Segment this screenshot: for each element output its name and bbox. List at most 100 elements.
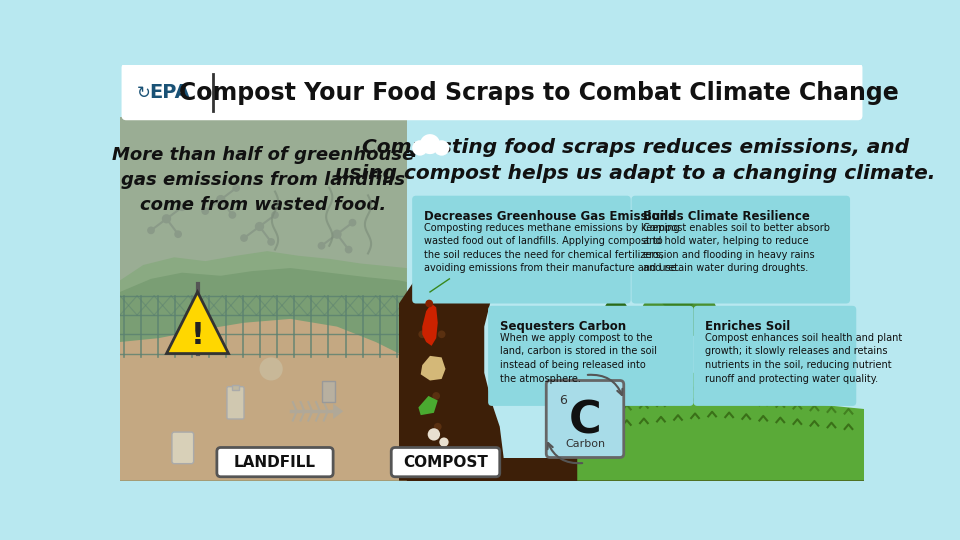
Circle shape <box>647 276 709 338</box>
Circle shape <box>271 211 278 219</box>
Circle shape <box>438 330 445 338</box>
Text: Carbon: Carbon <box>564 440 605 449</box>
Polygon shape <box>399 205 527 481</box>
Bar <box>232 385 239 390</box>
FancyBboxPatch shape <box>392 448 500 477</box>
Text: 6: 6 <box>560 394 567 407</box>
FancyBboxPatch shape <box>172 432 194 464</box>
Text: Compost enables soil to better absorb
and hold water, helping to reduce
erosion : Compost enables soil to better absorb an… <box>643 222 830 273</box>
Text: Compost enhances soil health and plant
growth; it slowly releases and retains
nu: Compost enhances soil health and plant g… <box>706 333 902 383</box>
Circle shape <box>422 369 430 377</box>
Bar <box>120 117 407 481</box>
Text: Decreases Greenhouse Gas Emissions: Decreases Greenhouse Gas Emissions <box>423 211 675 224</box>
Circle shape <box>442 292 449 300</box>
Circle shape <box>528 206 545 224</box>
Polygon shape <box>120 319 407 481</box>
FancyBboxPatch shape <box>217 448 333 477</box>
Circle shape <box>147 226 155 234</box>
Circle shape <box>442 438 449 446</box>
Circle shape <box>760 206 779 224</box>
Circle shape <box>738 206 757 224</box>
Polygon shape <box>166 292 228 354</box>
Circle shape <box>440 437 448 447</box>
Polygon shape <box>420 356 445 381</box>
Circle shape <box>427 428 440 441</box>
Circle shape <box>576 341 593 358</box>
Circle shape <box>514 200 536 222</box>
Text: When we apply compost to the
land, carbon is stored in the soil
instead of being: When we apply compost to the land, carbo… <box>500 333 657 383</box>
Polygon shape <box>602 288 630 311</box>
Circle shape <box>240 234 248 242</box>
Circle shape <box>670 289 717 336</box>
Circle shape <box>345 246 352 253</box>
Circle shape <box>228 211 236 219</box>
Circle shape <box>162 214 171 224</box>
Text: C: C <box>568 400 601 443</box>
Circle shape <box>267 238 275 246</box>
Circle shape <box>434 423 442 430</box>
Circle shape <box>426 400 434 408</box>
Circle shape <box>415 292 422 300</box>
Polygon shape <box>597 303 635 327</box>
Circle shape <box>659 273 697 311</box>
Circle shape <box>175 231 182 238</box>
Circle shape <box>412 140 427 156</box>
Circle shape <box>432 392 440 400</box>
Circle shape <box>489 200 511 222</box>
Polygon shape <box>422 303 438 346</box>
FancyBboxPatch shape <box>488 306 693 406</box>
Circle shape <box>748 204 770 226</box>
Text: ↻: ↻ <box>137 84 151 102</box>
Circle shape <box>773 210 788 226</box>
Circle shape <box>596 341 613 358</box>
Text: Composting reduces methane emissions by keeping
wasted food out of landfills. Ap: Composting reduces methane emissions by … <box>423 222 680 273</box>
Circle shape <box>500 199 524 224</box>
Polygon shape <box>577 369 864 481</box>
Circle shape <box>232 184 240 192</box>
Circle shape <box>641 294 684 336</box>
Text: !: ! <box>191 321 204 350</box>
FancyBboxPatch shape <box>693 306 856 406</box>
Polygon shape <box>594 319 637 342</box>
Circle shape <box>420 134 440 154</box>
Circle shape <box>449 450 457 457</box>
Circle shape <box>254 222 264 231</box>
Text: COMPOST: COMPOST <box>403 455 488 470</box>
Bar <box>407 117 864 481</box>
FancyBboxPatch shape <box>412 195 631 303</box>
Text: Sequesters Carbon: Sequesters Carbon <box>500 320 626 333</box>
Polygon shape <box>120 251 407 481</box>
Circle shape <box>179 204 186 211</box>
Text: Builds Climate Resilience: Builds Climate Resilience <box>643 211 810 224</box>
Bar <box>120 457 864 481</box>
Circle shape <box>348 219 356 226</box>
Text: Enriches Soil: Enriches Soil <box>706 320 790 333</box>
Circle shape <box>434 140 449 156</box>
Polygon shape <box>434 226 457 259</box>
Circle shape <box>802 240 821 259</box>
Text: More than half of greenhouse
gas emissions from landfills
come from wasted food.: More than half of greenhouse gas emissio… <box>112 146 415 214</box>
Circle shape <box>813 242 828 257</box>
FancyBboxPatch shape <box>632 195 850 303</box>
Text: Compost Your Food Scraps to Combat Climate Change: Compost Your Food Scraps to Combat Clima… <box>179 80 899 105</box>
Circle shape <box>419 330 426 338</box>
Circle shape <box>585 340 605 360</box>
Polygon shape <box>430 276 452 296</box>
Circle shape <box>318 242 325 249</box>
Text: EPA: EPA <box>150 83 190 102</box>
Polygon shape <box>333 403 344 419</box>
Text: Composting food scraps reduces emissions, and
using compost helps us adapt to a : Composting food scraps reduces emissions… <box>335 138 936 184</box>
FancyBboxPatch shape <box>227 387 244 419</box>
Polygon shape <box>419 396 438 415</box>
Circle shape <box>332 230 342 239</box>
Text: LANDFILL: LANDFILL <box>234 455 316 470</box>
Polygon shape <box>120 268 407 481</box>
Circle shape <box>425 300 433 307</box>
FancyBboxPatch shape <box>122 63 862 120</box>
Polygon shape <box>436 233 459 261</box>
Circle shape <box>794 242 809 257</box>
Circle shape <box>202 207 209 215</box>
FancyBboxPatch shape <box>546 381 624 457</box>
Circle shape <box>259 357 283 381</box>
Circle shape <box>216 195 226 204</box>
